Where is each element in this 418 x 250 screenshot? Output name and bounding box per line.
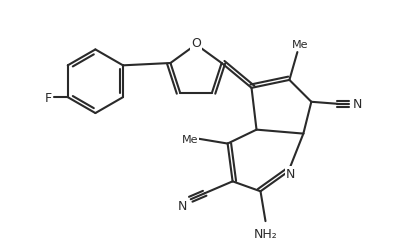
Text: NH₂: NH₂ <box>254 227 278 239</box>
Text: O: O <box>191 37 201 50</box>
Text: N: N <box>352 98 362 111</box>
Text: N: N <box>286 167 295 180</box>
Text: Me: Me <box>181 134 198 144</box>
Text: Me: Me <box>292 40 308 50</box>
Text: F: F <box>44 91 51 104</box>
Text: N: N <box>178 199 187 212</box>
